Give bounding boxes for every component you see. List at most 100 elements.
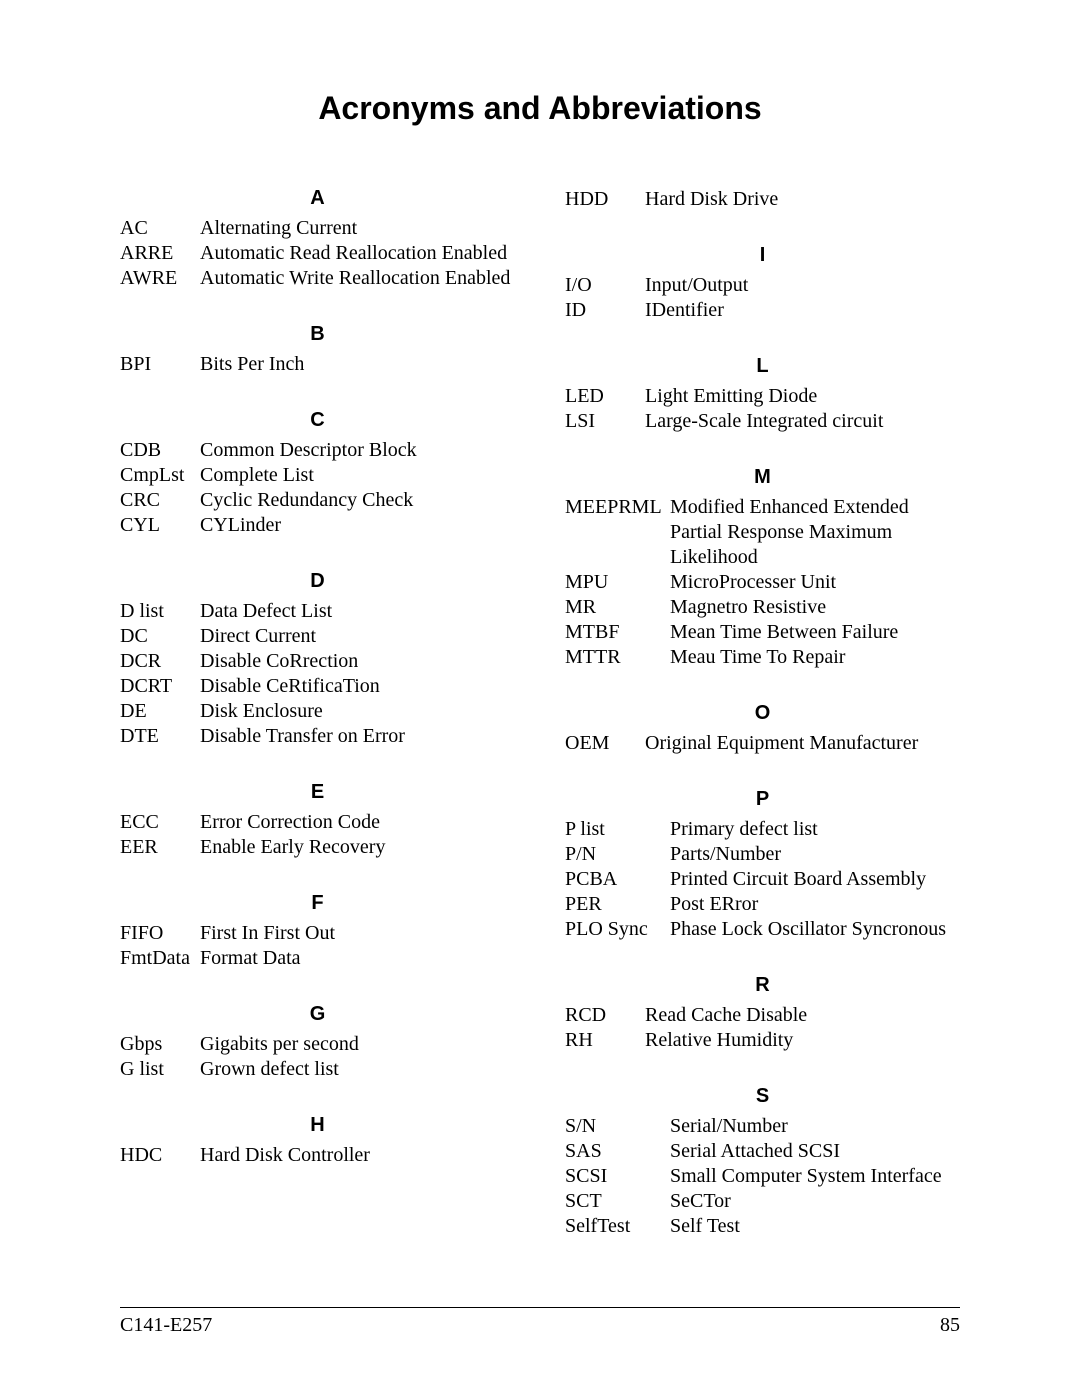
definition: Meau Time To Repair — [670, 645, 960, 670]
section: FFIFOFirst In First OutFmtDataFormat Dat… — [120, 892, 515, 971]
acronym: MTBF — [565, 620, 670, 645]
acronym: ECC — [120, 810, 200, 835]
glossary-entry: EEREnable Early Recovery — [120, 835, 515, 860]
glossary-entry: RCDRead Cache Disable — [565, 1003, 960, 1028]
acronym: DE — [120, 699, 200, 724]
acronym: RCD — [565, 1003, 645, 1028]
acronym: DCRT — [120, 674, 200, 699]
definition: Enable Early Recovery — [200, 835, 515, 860]
glossary-entry: MTBFMean Time Between Failure — [565, 620, 960, 645]
glossary-entry: DEDisk Enclosure — [120, 699, 515, 724]
glossary-entry: DCRTDisable CeRtificaTion — [120, 674, 515, 699]
section: PP listPrimary defect listP/NParts/Numbe… — [565, 788, 960, 942]
acronym: MPU — [565, 570, 670, 595]
acronym: RH — [565, 1028, 645, 1053]
definition: First In First Out — [200, 921, 515, 946]
definition: Automatic Write Reallocation Enabled — [200, 266, 515, 291]
glossary-entry: SCTSeCTor — [565, 1189, 960, 1214]
definition: Original Equipment Manufacturer — [645, 731, 960, 756]
definition: Primary defect list — [670, 817, 960, 842]
section-heading: F — [120, 892, 515, 915]
acronym: DTE — [120, 724, 200, 749]
glossary-entry: SCSISmall Computer System Interface — [565, 1164, 960, 1189]
section-heading: O — [565, 702, 960, 725]
definition: Modified Enhanced Extended Partial Respo… — [670, 495, 960, 570]
glossary-entry: MEEPRMLModified Enhanced Extended Partia… — [565, 495, 960, 570]
acronym: S/N — [565, 1114, 670, 1139]
acronym: ARRE — [120, 241, 200, 266]
left-column: A ACAlternating CurrentARREAutomatic Read… — [120, 187, 515, 1271]
footer-right: 85 — [940, 1314, 960, 1337]
glossary-entry: HDDHard Disk Drive — [565, 187, 960, 212]
section-heading: S — [565, 1085, 960, 1108]
acronym: SCSI — [565, 1164, 670, 1189]
glossary-entry: OEMOriginal Equipment Manufacturer — [565, 731, 960, 756]
section: LLEDLight Emitting DiodeLSILarge-Scale I… — [565, 355, 960, 434]
section-heading: A — [120, 187, 515, 210]
acronym: MEEPRML — [565, 495, 670, 520]
definition: Error Correction Code — [200, 810, 515, 835]
columns: A ACAlternating CurrentARREAutomatic Read… — [120, 187, 960, 1271]
definition: Serial/Number — [670, 1114, 960, 1139]
acronym: PCBA — [565, 867, 670, 892]
definition: Complete List — [200, 463, 515, 488]
glossary-entry: BPIBits Per Inch — [120, 352, 515, 377]
section: CCDBCommon Descriptor BlockCmpLstComplet… — [120, 409, 515, 538]
glossary-entry: RHRelative Humidity — [565, 1028, 960, 1053]
section-heading: L — [565, 355, 960, 378]
section-heading: C — [120, 409, 515, 432]
acronym: FIFO — [120, 921, 200, 946]
section: II/OInput/OutputIDIDentifier — [565, 244, 960, 323]
glossary-entry: PCBAPrinted Circuit Board Assembly — [565, 867, 960, 892]
glossary-entry: P listPrimary defect list — [565, 817, 960, 842]
section-heading: B — [120, 323, 515, 346]
definition: Data Defect List — [200, 599, 515, 624]
definition: Disk Enclosure — [200, 699, 515, 724]
glossary-entry: MRMagnetro Resistive — [565, 595, 960, 620]
acronym: G list — [120, 1057, 200, 1082]
definition: IDentifier — [645, 298, 960, 323]
definition: Serial Attached SCSI — [670, 1139, 960, 1164]
definition: MicroProcesser Unit — [670, 570, 960, 595]
definition: Hard Disk Controller — [200, 1143, 515, 1168]
section: O OEMOriginal Equipment Manufacturer — [565, 702, 960, 756]
acronym: D list — [120, 599, 200, 624]
definition: Small Computer System Interface — [670, 1164, 960, 1189]
glossary-entry: AWREAutomatic Write Reallocation Enabled — [120, 266, 515, 291]
definition: Gigabits per second — [200, 1032, 515, 1057]
definition: Automatic Read Reallocation Enabled — [200, 241, 515, 266]
definition: SeCTor — [670, 1189, 960, 1214]
section-heading: E — [120, 781, 515, 804]
definition: Input/Output — [645, 273, 960, 298]
acronym: DC — [120, 624, 200, 649]
acronym: EER — [120, 835, 200, 860]
section-heading: M — [565, 466, 960, 489]
section: E ECCError Correction CodeEEREnable Early… — [120, 781, 515, 860]
definition: Printed Circuit Board Assembly — [670, 867, 960, 892]
definition: Disable CeRtificaTion — [200, 674, 515, 699]
acronym: MTTR — [565, 645, 670, 670]
definition: Alternating Current — [200, 216, 515, 241]
acronym: FmtData — [120, 946, 200, 971]
definition: Mean Time Between Failure — [670, 620, 960, 645]
section: GGbpsGigabits per secondG listGrown defe… — [120, 1003, 515, 1082]
section: RRCDRead Cache DisableRHRelative Humidit… — [565, 974, 960, 1053]
definition: CYLinder — [200, 513, 515, 538]
acronym: P/N — [565, 842, 670, 867]
acronym: I/O — [565, 273, 645, 298]
acronym: SCT — [565, 1189, 670, 1214]
acronym: BPI — [120, 352, 200, 377]
acronym: P list — [565, 817, 670, 842]
acronym: PLO Sync — [565, 917, 670, 942]
definition: Cyclic Redundancy Check — [200, 488, 515, 513]
acronym: AWRE — [120, 266, 200, 291]
glossary-entry: FIFOFirst In First Out — [120, 921, 515, 946]
glossary-entry: GbpsGigabits per second — [120, 1032, 515, 1057]
glossary-entry: ARREAutomatic Read Reallocation Enabled — [120, 241, 515, 266]
acronym: CmpLst — [120, 463, 200, 488]
right-column: HDDHard Disk Drive II/OInput/OutputIDIDen… — [565, 187, 960, 1271]
glossary-entry: SASSerial Attached SCSI — [565, 1139, 960, 1164]
acronym: AC — [120, 216, 200, 241]
acronym: HDC — [120, 1143, 200, 1168]
glossary-entry: HDCHard Disk Controller — [120, 1143, 515, 1168]
